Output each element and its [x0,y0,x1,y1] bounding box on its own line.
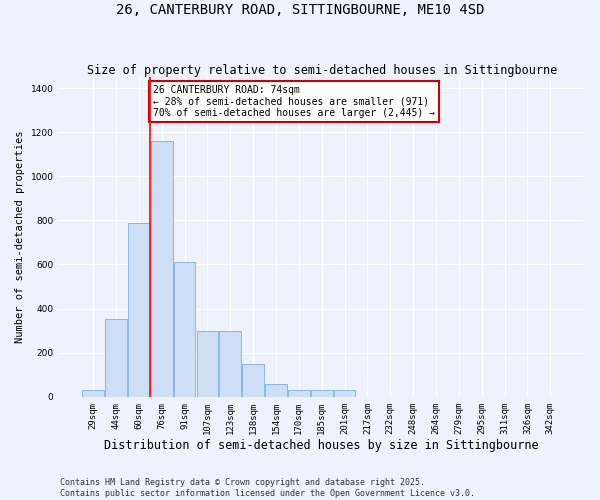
Bar [174,262,196,397]
Text: 26, CANTERBURY ROAD, SITTINGBOURNE, ME10 4SD: 26, CANTERBURY ROAD, SITTINGBOURNE, ME10… [116,2,484,16]
Bar [220,330,241,397]
X-axis label: Distribution of semi-detached houses by size in Sittingbourne: Distribution of semi-detached houses by … [104,440,539,452]
Bar [82,390,104,397]
Bar [242,364,264,397]
Bar [311,390,332,397]
Bar [334,390,355,397]
Bar [105,318,127,397]
Bar [151,141,173,397]
Y-axis label: Number of semi-detached properties: Number of semi-detached properties [15,130,25,343]
Bar [128,222,150,397]
Text: Contains HM Land Registry data © Crown copyright and database right 2025.
Contai: Contains HM Land Registry data © Crown c… [60,478,475,498]
Text: 26 CANTERBURY ROAD: 74sqm
← 28% of semi-detached houses are smaller (971)
70% of: 26 CANTERBURY ROAD: 74sqm ← 28% of semi-… [152,84,434,118]
Title: Size of property relative to semi-detached houses in Sittingbourne: Size of property relative to semi-detach… [86,64,557,77]
Bar [265,384,287,397]
Bar [288,390,310,397]
Bar [197,330,218,397]
